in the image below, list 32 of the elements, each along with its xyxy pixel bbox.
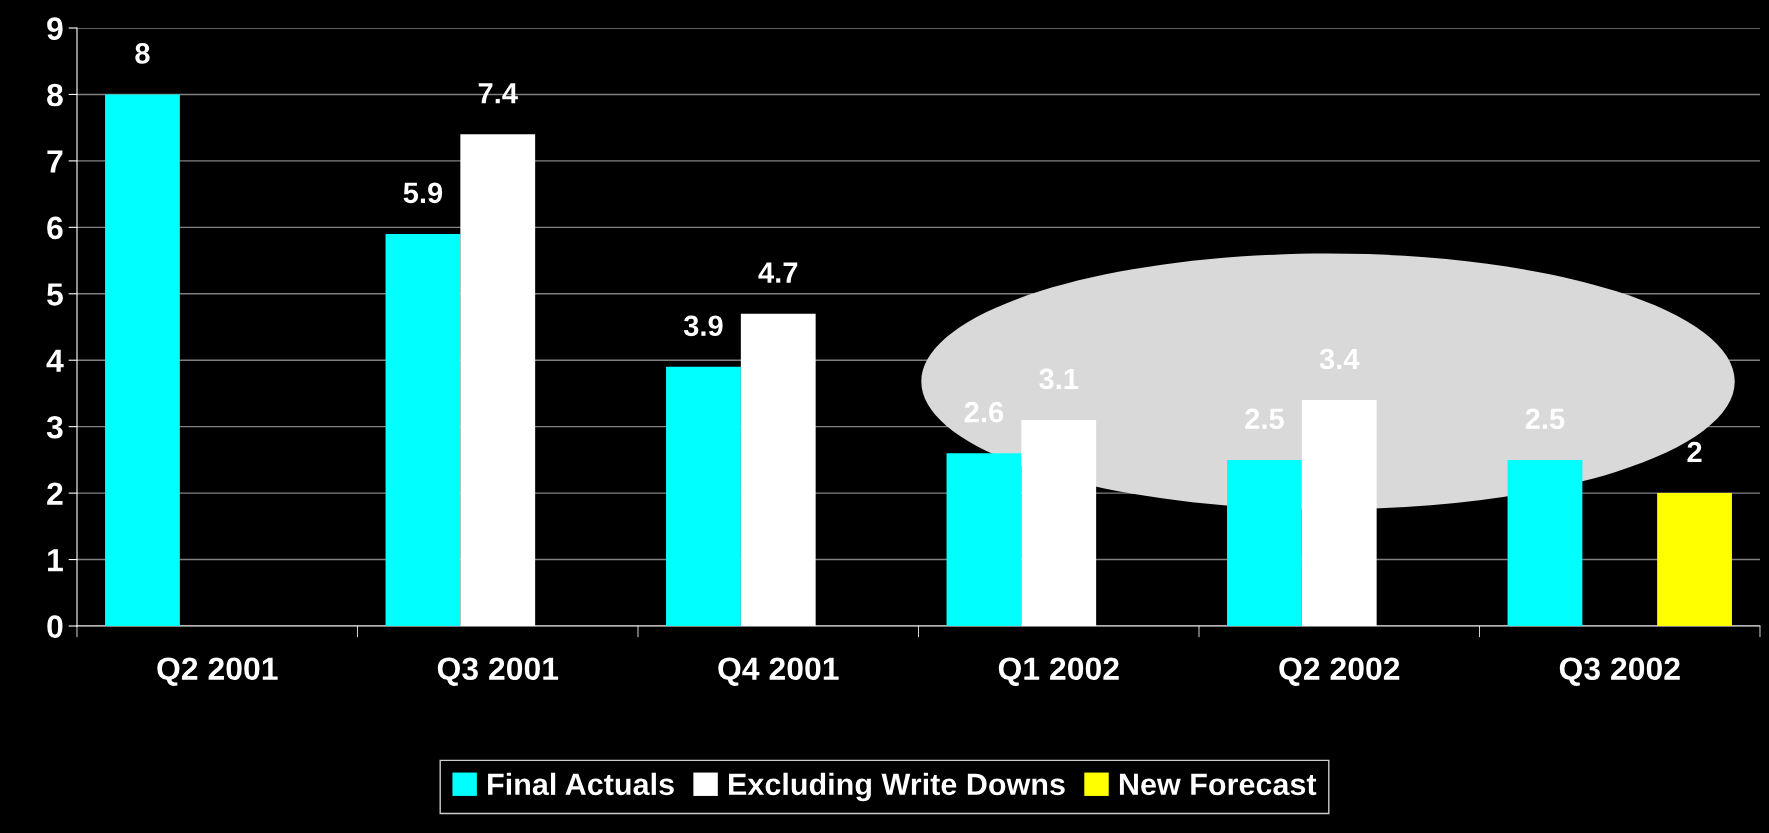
x-tick-label: Q1 2002 xyxy=(998,657,1119,686)
bar xyxy=(946,453,1022,626)
bar xyxy=(105,94,180,626)
data-label: 2 xyxy=(1687,441,1702,463)
x-tick-label: Q2 2001 xyxy=(157,657,278,686)
bar xyxy=(1507,459,1583,626)
y-tick-label: 6 xyxy=(47,216,63,240)
legend-label: Excluding Write Downs xyxy=(729,772,1065,802)
data-label: 8 xyxy=(135,43,150,64)
legend-label: Final Actuals xyxy=(488,772,674,796)
x-tick-label: Q4 2001 xyxy=(718,657,839,686)
data-label: 4.7 xyxy=(758,262,798,283)
y-tick-label: 1 xyxy=(48,549,63,572)
x-tick-label: Q2 2002 xyxy=(1279,657,1400,686)
y-tick-label: 5 xyxy=(47,283,63,306)
y-tick-label: 0 xyxy=(47,615,63,638)
y-tick-label: 3 xyxy=(46,415,63,439)
data-label: 7.4 xyxy=(478,83,518,104)
x-tick-label: Q3 2001 xyxy=(437,657,559,686)
data-label: 3.9 xyxy=(683,315,723,337)
bar xyxy=(1657,493,1732,626)
y-tick-label: 8 xyxy=(47,83,63,107)
y-tick-label: 9 xyxy=(47,17,63,40)
y-tick-label: 4 xyxy=(46,349,64,372)
bar xyxy=(385,233,461,626)
bar xyxy=(1227,459,1302,626)
bar xyxy=(666,366,741,626)
y-tick-label: 7 xyxy=(47,150,63,173)
y-tick-label: 2 xyxy=(47,482,63,505)
legend-label: New Forecast xyxy=(1119,773,1317,796)
data-label: 5.9 xyxy=(403,182,443,204)
x-tick-label: Q3 2002 xyxy=(1559,657,1680,686)
